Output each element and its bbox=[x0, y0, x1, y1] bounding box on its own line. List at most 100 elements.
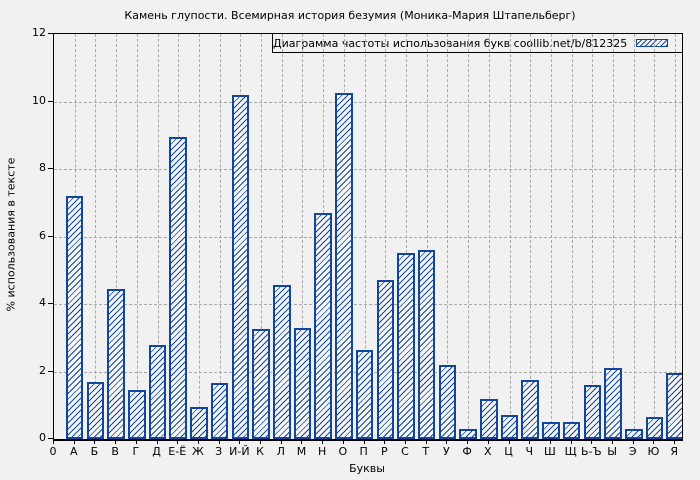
x-tick-mark bbox=[467, 439, 469, 444]
x-tick-mark bbox=[570, 439, 572, 444]
x-tick-label: Ц bbox=[504, 445, 513, 458]
x-gridline bbox=[261, 34, 263, 439]
x-gridline bbox=[571, 34, 573, 439]
x-tick-label: У bbox=[443, 445, 450, 458]
x-tick-mark bbox=[508, 439, 510, 444]
x-gridline bbox=[136, 34, 138, 439]
x-tick-mark bbox=[446, 439, 448, 444]
y-tick-label: 8 bbox=[39, 161, 46, 174]
y-tick-mark bbox=[48, 303, 53, 304]
y-gridline bbox=[54, 236, 682, 238]
x-gridline bbox=[198, 34, 200, 439]
bar-О bbox=[335, 93, 353, 439]
x-gridline bbox=[654, 34, 656, 439]
x-tick-label: Э bbox=[628, 445, 637, 458]
bar-Щ bbox=[562, 422, 581, 439]
bar-Л bbox=[273, 285, 291, 439]
x-tick-label: Р bbox=[380, 445, 388, 458]
x-tick-mark bbox=[156, 439, 158, 444]
chart-title: Камень глупости. Всемирная история безум… bbox=[124, 9, 576, 22]
x-gridline bbox=[488, 34, 490, 439]
plot-area: Диаграмма частоты использования букв coo… bbox=[53, 33, 683, 441]
bar-Ц bbox=[500, 415, 519, 439]
legend-hatched-bar-swatch bbox=[636, 39, 668, 47]
x-tick-mark bbox=[239, 439, 241, 444]
x-gridline bbox=[426, 34, 428, 439]
bar-З bbox=[210, 383, 229, 439]
bar-Р bbox=[376, 280, 395, 439]
x-tick-mark bbox=[425, 439, 427, 444]
x-gridline bbox=[675, 34, 677, 439]
bar-П bbox=[355, 349, 374, 439]
bar-Э bbox=[625, 428, 643, 439]
x-tick-mark bbox=[197, 439, 199, 444]
bar-Ш bbox=[542, 422, 560, 439]
bar-К bbox=[252, 329, 270, 439]
x-tick-mark bbox=[487, 439, 489, 444]
x-tick-label: Я bbox=[670, 445, 678, 458]
bar-А bbox=[65, 196, 84, 439]
x-tick-label: Ь-Ъ bbox=[581, 445, 602, 458]
x-tick-label: Щ bbox=[564, 445, 577, 458]
y-tick-label: 0 bbox=[39, 431, 46, 444]
x-tick-label: Б bbox=[90, 445, 99, 458]
y-tick-mark bbox=[48, 438, 53, 439]
x-tick-mark bbox=[549, 439, 551, 444]
bar-Д bbox=[148, 344, 167, 439]
x-gridline bbox=[613, 34, 615, 439]
x-tick-label: А bbox=[69, 445, 78, 458]
x-gridline bbox=[509, 34, 511, 439]
x-tick-label: Т bbox=[422, 445, 430, 458]
x-tick-mark bbox=[653, 439, 655, 444]
y-tick-label: 4 bbox=[39, 296, 46, 309]
y-tick-mark bbox=[48, 33, 53, 34]
x-gridline bbox=[116, 34, 118, 439]
y-tick-mark bbox=[48, 168, 53, 169]
bar-Ы bbox=[604, 368, 622, 439]
x-gridline bbox=[468, 34, 470, 439]
x-tick-label: Е-Ё bbox=[168, 445, 187, 458]
x-tick-label: Ы bbox=[607, 445, 617, 458]
x-tick-label: Л bbox=[276, 445, 285, 458]
x-tick-label: Н bbox=[318, 445, 327, 458]
x-gridline bbox=[633, 34, 635, 439]
bar-Ж bbox=[190, 406, 208, 439]
x-tick-mark bbox=[591, 439, 593, 444]
x-tick-label: Ю bbox=[647, 445, 660, 458]
x-tick-label: И-Й bbox=[229, 445, 250, 458]
x-tick-mark bbox=[632, 439, 634, 444]
x-tick-mark bbox=[177, 439, 179, 444]
x-tick-mark bbox=[115, 439, 117, 444]
y-tick-label: 2 bbox=[39, 363, 46, 377]
x-tick-label: М bbox=[296, 445, 307, 458]
bar-Ь-Ъ bbox=[583, 385, 602, 439]
y-tick-mark bbox=[48, 100, 53, 102]
x-gridline bbox=[530, 34, 532, 439]
x-axis-label: Буквы bbox=[349, 462, 385, 475]
bar-Ю bbox=[645, 417, 664, 439]
x-gridline bbox=[364, 34, 366, 439]
y-tick-mark bbox=[48, 370, 53, 372]
bar-Т bbox=[417, 250, 436, 439]
x-tick-mark bbox=[135, 439, 137, 444]
x-tick-mark bbox=[218, 439, 220, 444]
x-tick-label: Ш bbox=[544, 445, 556, 458]
y-tick-label: 10 bbox=[32, 93, 46, 107]
bar-М bbox=[293, 327, 312, 439]
bar-Ч bbox=[521, 379, 539, 439]
y-gridline bbox=[54, 304, 682, 305]
x-gridline bbox=[219, 34, 221, 439]
x-gridline bbox=[95, 34, 97, 439]
x-gridline bbox=[281, 34, 283, 439]
x-tick-mark bbox=[94, 439, 96, 444]
x-tick-label: Г bbox=[132, 445, 140, 458]
x-tick-label: З bbox=[215, 445, 223, 458]
y-gridline bbox=[54, 169, 682, 170]
x-tick-mark bbox=[260, 439, 262, 444]
x-tick-label: О bbox=[338, 445, 348, 458]
bar-Г bbox=[128, 390, 146, 439]
x-tick-label: 0 bbox=[49, 445, 57, 458]
x-tick-label: Ж bbox=[192, 445, 204, 458]
x-tick-label: Ф bbox=[462, 445, 472, 458]
